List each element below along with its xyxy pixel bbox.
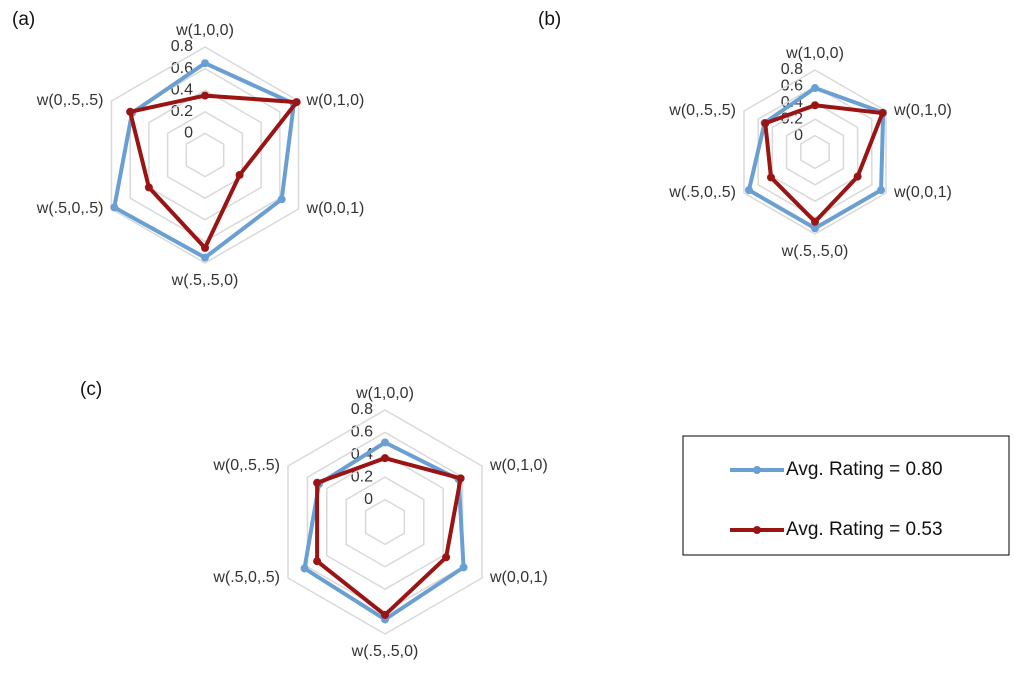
data-point — [811, 101, 819, 110]
data-point — [292, 98, 301, 107]
grid-ring — [785, 118, 845, 186]
data-point — [300, 564, 309, 573]
r-tick-label: 0.6 — [351, 424, 373, 441]
grid-ring — [771, 101, 859, 203]
grid-ring — [326, 453, 444, 591]
chart-title: (c) — [80, 379, 102, 400]
data-point — [853, 172, 862, 181]
legend-marker — [753, 466, 761, 474]
legend-label: Avg. Rating = 0.80 — [786, 459, 943, 480]
data-point — [381, 438, 389, 447]
data-point — [811, 224, 819, 233]
grid-ring — [166, 110, 244, 200]
data-point — [201, 253, 209, 262]
data-point — [235, 170, 244, 179]
grid-ring — [345, 476, 425, 568]
data-point — [744, 186, 753, 195]
category-label: w(.5,.5,0) — [781, 243, 849, 260]
data-point — [144, 183, 153, 192]
r-tick-label: 0.8 — [171, 38, 193, 55]
category-label: w(1,0,0) — [175, 22, 234, 39]
data-point — [811, 84, 819, 93]
category-label: w(0,.5,.5) — [36, 92, 104, 109]
category-label: w(0,1,0) — [489, 457, 548, 474]
data-point — [442, 553, 451, 562]
category-label: w(.5,0,.5) — [668, 184, 736, 201]
r-tick-label: 0.8 — [351, 401, 373, 418]
data-point — [381, 454, 389, 463]
category-label: w(1,0,0) — [355, 385, 414, 402]
r-tick-label: 0 — [794, 127, 803, 144]
data-point — [201, 243, 209, 252]
legend-box — [682, 435, 1010, 556]
data-point — [313, 557, 322, 566]
data-point — [878, 109, 887, 118]
chart-title: (a) — [12, 9, 35, 30]
data-point — [110, 203, 119, 212]
r-tick-label: 0.2 — [171, 103, 193, 120]
grid-ring — [800, 134, 830, 170]
data-point — [766, 173, 775, 182]
grid-ring — [757, 85, 873, 219]
category-label: w(0,.5,.5) — [212, 457, 280, 474]
data-point — [313, 478, 322, 487]
grid-ring — [185, 132, 225, 178]
data-point — [459, 563, 468, 572]
data-point — [201, 59, 209, 68]
grid-ring — [287, 409, 483, 635]
data-point — [277, 195, 286, 204]
category-label: w(0,1,0) — [893, 102, 952, 119]
grid-ring — [148, 89, 262, 221]
series-line — [302, 440, 466, 622]
r-tick-label: 0.6 — [781, 78, 803, 95]
data-point — [761, 119, 770, 128]
data-point — [126, 107, 135, 116]
legend-marker — [753, 526, 761, 534]
category-label: w(.5,.5,0) — [171, 272, 239, 289]
r-tick-label: 0.2 — [351, 468, 373, 485]
legend-label: Avg. Rating = 0.53 — [786, 519, 943, 540]
category-label: w(.5,.5,0) — [351, 643, 419, 660]
category-label: w(1,0,0) — [785, 45, 844, 62]
r-tick-label: 0.8 — [781, 61, 803, 78]
data-point — [381, 610, 389, 619]
chart-title: (b) — [538, 9, 561, 30]
grid-ring — [364, 498, 406, 546]
r-tick-label: 0 — [184, 125, 193, 142]
data-point — [877, 186, 886, 195]
grid-ring — [743, 69, 887, 235]
data-point — [456, 474, 465, 483]
category-label: w(0,1,0) — [306, 92, 365, 109]
data-point — [201, 91, 209, 100]
data-point — [811, 217, 819, 226]
category-label: w(.5,0,.5) — [212, 569, 280, 586]
category-label: w(0,0,1) — [489, 569, 548, 586]
category-label: w(.5,0,.5) — [36, 200, 104, 217]
category-label: w(0,.5,.5) — [668, 102, 736, 119]
r-tick-label: 0 — [364, 491, 373, 508]
category-label: w(0,0,1) — [306, 200, 365, 217]
category-label: w(0,0,1) — [893, 184, 952, 201]
